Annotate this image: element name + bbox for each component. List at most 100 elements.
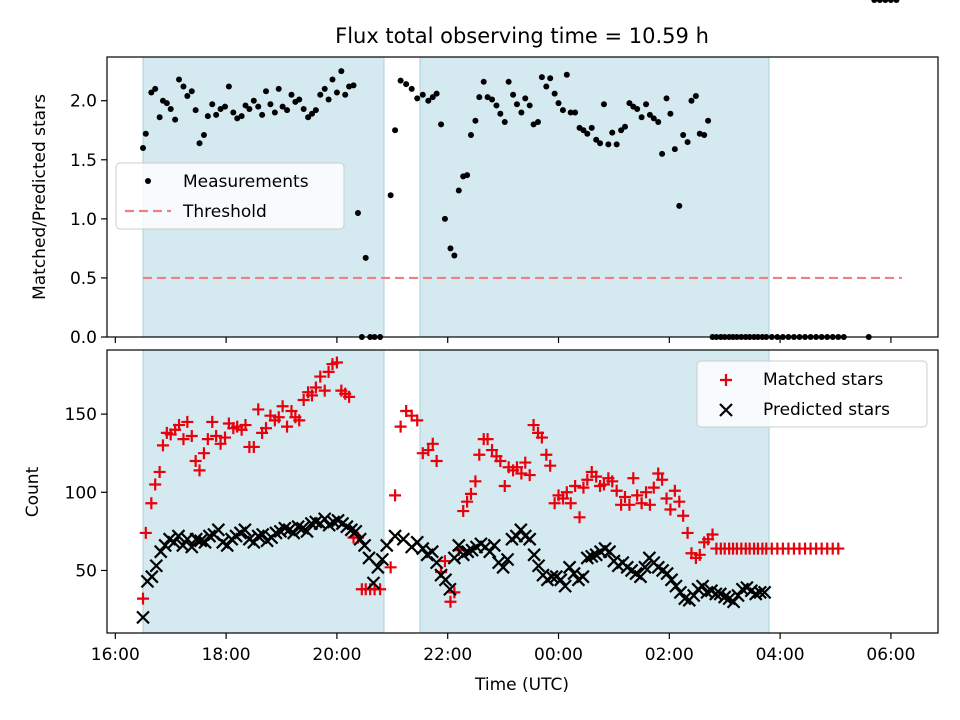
- measurement-point: [563, 71, 570, 78]
- matched-star-point: [660, 492, 673, 505]
- predicted-star-point: [189, 532, 203, 546]
- matched-star-point: [330, 356, 343, 369]
- matched-star-point: [411, 414, 424, 427]
- matched-star-point: [693, 548, 706, 561]
- measurement-point: [362, 254, 369, 261]
- measurement-point: [618, 127, 625, 134]
- measurement-point: [887, 0, 894, 3]
- matched-star-point: [181, 415, 194, 428]
- matched-star-point: [510, 461, 523, 474]
- predicted-star-point: [145, 569, 159, 584]
- measurement-point: [209, 101, 216, 108]
- matched-star-point: [556, 492, 569, 505]
- matched-star-point: [832, 542, 845, 555]
- top-y-tick-label: 0.0: [70, 328, 97, 348]
- measurement-point: [451, 252, 458, 259]
- measurement-point: [204, 113, 211, 120]
- measurement-point: [588, 124, 595, 131]
- measurement-point: [267, 101, 274, 108]
- matched-star-point: [430, 455, 443, 468]
- measurement-point: [250, 97, 257, 104]
- matched-star-point: [438, 555, 451, 568]
- measurement-point: [300, 105, 307, 112]
- predicted-star-point: [366, 576, 381, 590]
- matched-star-point: [643, 498, 656, 511]
- measurement-point: [676, 202, 683, 209]
- measurement-point: [659, 150, 666, 157]
- measurement-point: [626, 100, 633, 107]
- measurement-point: [680, 131, 687, 138]
- predicted-star-point: [251, 529, 266, 543]
- predicted-star-point: [660, 566, 674, 581]
- bottom-y-tick-label: 150: [65, 405, 97, 425]
- predicted-star-point: [669, 579, 683, 593]
- measurement-point: [271, 109, 278, 116]
- matched-star-point: [523, 469, 536, 482]
- chart-title: Flux total observing time = 10.59 h: [335, 24, 709, 48]
- predicted-star-point: [255, 527, 270, 542]
- measurement-point: [593, 136, 600, 143]
- matched-star-point: [573, 511, 586, 524]
- matched-star-point: [384, 561, 397, 574]
- matched-star-point: [309, 381, 322, 394]
- measurement-point: [354, 209, 361, 216]
- predicted-star-point: [576, 569, 590, 584]
- matched-star-point: [461, 495, 474, 508]
- matched-star-point: [259, 422, 272, 435]
- matched-star-point: [297, 394, 310, 407]
- measurement-point: [489, 96, 496, 103]
- measurement-point: [148, 89, 155, 96]
- matched-star-point: [681, 526, 694, 539]
- matched-star-point: [305, 389, 318, 402]
- matched-star-point: [606, 475, 619, 488]
- top-legend-box: [115, 162, 345, 230]
- measurement-point: [455, 187, 462, 194]
- matched-star-point: [426, 437, 439, 450]
- measurement-point: [893, 0, 900, 3]
- matched-star-point: [647, 481, 660, 494]
- measurement-point: [621, 123, 628, 130]
- matched-star-point: [548, 497, 561, 510]
- measurement-point: [671, 146, 678, 153]
- top-x-ticks: [114, 337, 892, 343]
- predicted-star-point: [709, 587, 723, 601]
- matched-star-point: [590, 470, 603, 483]
- matched-star-point: [631, 489, 644, 502]
- measurement-point: [876, 0, 883, 3]
- predicted-star-point: [375, 552, 390, 567]
- measurement-point: [419, 91, 426, 98]
- measurement-point: [510, 91, 517, 98]
- measurement-point: [438, 121, 445, 128]
- matched-star-point: [469, 475, 482, 488]
- matched-star-point: [577, 481, 590, 494]
- predicted-star-point: [638, 560, 652, 575]
- measurement-point: [196, 140, 203, 147]
- measurement-point: [350, 82, 357, 89]
- x-tick-label: 20:00: [312, 645, 361, 665]
- predicted-star-point: [483, 544, 497, 559]
- bottom-y-tick-label: 50: [75, 561, 97, 581]
- matched-star-point: [519, 456, 532, 469]
- predicted-star-point: [416, 541, 430, 556]
- measurement-point: [464, 172, 471, 179]
- matched-star-point: [314, 370, 327, 383]
- matched-star-point: [153, 465, 166, 478]
- measurement-point: [526, 102, 533, 109]
- bottom-panel: 50 100 150 16:00 18:00 20:00 22:00 00:00 02:00 0…: [23, 350, 939, 695]
- predicted-star-point: [757, 585, 772, 600]
- matched-star-point: [581, 473, 594, 486]
- predicted-star-point: [531, 558, 546, 573]
- x-tick-label: 16:00: [91, 645, 140, 665]
- top-y-tick-label: 1.5: [70, 151, 97, 171]
- measurement-point: [476, 94, 483, 101]
- matched-star-point: [201, 433, 214, 446]
- measurement-point: [262, 88, 269, 95]
- measurement-point: [305, 114, 312, 121]
- predicted-star-point: [136, 610, 150, 625]
- matched-star-point: [281, 420, 294, 433]
- matched-star-point: [156, 439, 169, 452]
- measurement-point: [222, 103, 229, 110]
- matched-star-point: [635, 497, 648, 510]
- predicted-star-point: [193, 533, 208, 548]
